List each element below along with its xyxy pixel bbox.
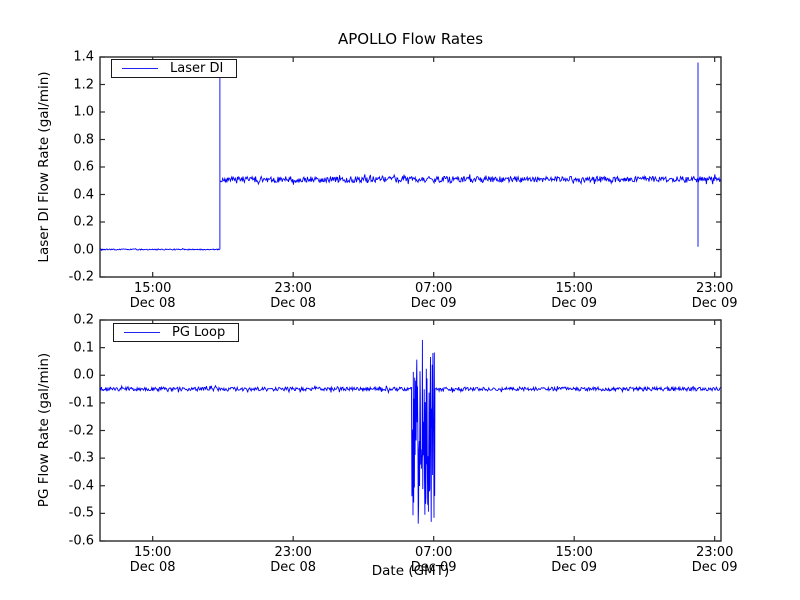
x-tick-label: 23:00 Dec 09	[691, 281, 738, 311]
x-tick-label: 15:00 Dec 08	[129, 281, 176, 311]
y-tick-label: 0.8	[73, 132, 94, 147]
x-tick-label: 07:00 Dec 09	[410, 281, 457, 311]
x-tick-label: 15:00 Dec 08	[129, 545, 176, 575]
pg-loop-series	[99, 339, 721, 524]
x-tick-label: 15:00 Dec 09	[551, 545, 598, 575]
y-tick-label: 0.2	[73, 214, 94, 230]
y-tick-label: 0.2	[73, 312, 94, 328]
x-tick-label: 23:00 Dec 08	[270, 545, 317, 575]
y-tick-label: 0.4	[73, 187, 94, 202]
chart-title: APOLLO Flow Rates	[337, 30, 484, 48]
legend-label: Laser DI	[170, 61, 224, 76]
legend-pg-loop: PG Loop	[113, 323, 239, 342]
x-axis-label: Date (GMT)	[371, 563, 450, 579]
y-tick-label: -0.3	[68, 450, 94, 466]
legend-line-sample-icon	[122, 68, 158, 69]
x-tick-label: 15:00 Dec 09	[551, 281, 598, 311]
y-tick-label: 0.0	[73, 367, 94, 383]
y-tick-label: -0.2	[68, 423, 94, 438]
x-tick-label: 23:00 Dec 08	[270, 281, 317, 311]
y-tick-label: 0.1	[73, 340, 94, 356]
legend-line-sample-icon	[124, 332, 160, 333]
y-tick-label: 1.4	[73, 49, 94, 65]
legend-label: PG Loop	[172, 325, 226, 340]
y-tick-label: 1.2	[73, 77, 94, 92]
laser-di-series	[99, 59, 721, 252]
x-tick-label: 23:00 Dec 09	[691, 545, 738, 575]
legend-laser-di: Laser DI	[111, 59, 237, 78]
y-tick-label: 0.6	[73, 159, 94, 175]
y-tick-label: -0.1	[68, 395, 94, 411]
y-tick-label: -0.6	[68, 533, 94, 549]
x-tick-label: 07:00 Dec 09	[410, 545, 457, 575]
y-tick-label: -0.5	[68, 505, 94, 521]
y-tick-label: -0.4	[68, 478, 94, 494]
y-tick-label: -0.2	[68, 269, 94, 285]
y-tick-label: 0.0	[73, 242, 94, 257]
y-tick-label: 1.0	[73, 104, 94, 120]
